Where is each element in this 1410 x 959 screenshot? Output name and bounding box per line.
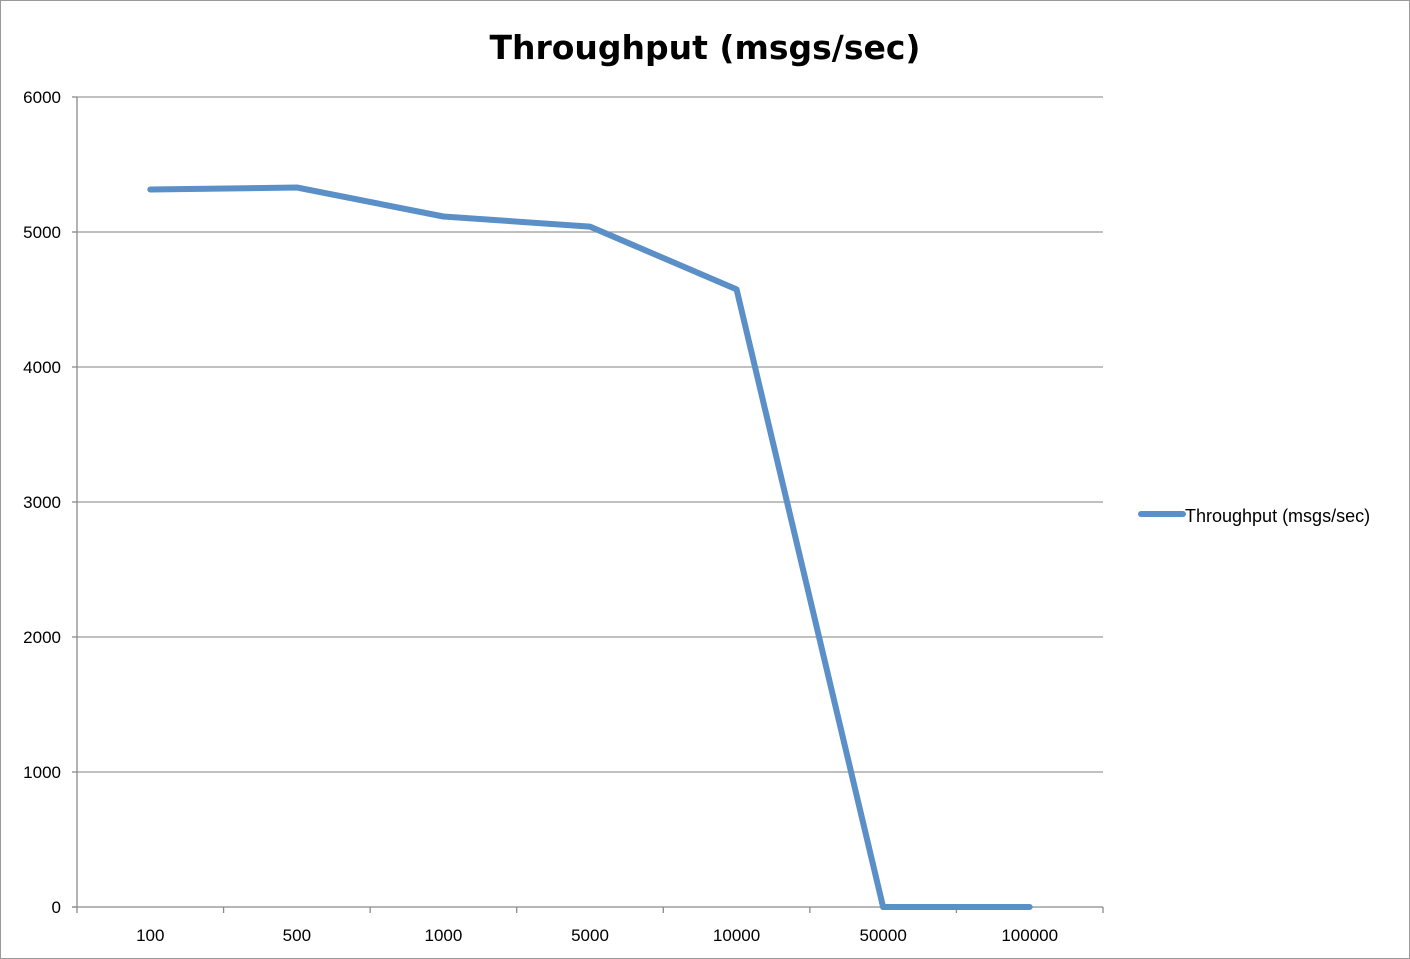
x-tick-label: 1000: [425, 926, 463, 945]
gridlines: [77, 96, 1103, 773]
y-tick-label: 0: [52, 898, 61, 917]
x-tick-label: 100: [136, 926, 164, 945]
series-line-throughput: [147, 184, 1033, 910]
chart-title: Throughput (msgs/sec): [489, 28, 920, 67]
x-axis-tick-labels: 100 500 1000 5000 10000 50000 100000: [136, 926, 1058, 945]
axes: [72, 96, 1104, 913]
y-tick-label: 1000: [23, 763, 61, 782]
y-tick-label: 2000: [23, 628, 61, 647]
x-tick-label: 100000: [1001, 926, 1058, 945]
x-tick-label: 5000: [571, 926, 609, 945]
legend: Throughput (msgs/sec): [1138, 506, 1370, 526]
y-tick-label: 6000: [23, 88, 61, 107]
x-tick-label: 50000: [860, 926, 907, 945]
y-tick-label: 4000: [23, 358, 61, 377]
x-tick-label: 10000: [713, 926, 760, 945]
legend-label-throughput: Throughput (msgs/sec): [1185, 506, 1370, 526]
y-tick-label: 5000: [23, 223, 61, 242]
series-layer: [147, 184, 1033, 910]
x-tick-label: 500: [283, 926, 311, 945]
y-tick-label: 3000: [23, 493, 61, 512]
y-axis-tick-labels: 0 1000 2000 3000 4000 5000 6000: [23, 88, 61, 917]
